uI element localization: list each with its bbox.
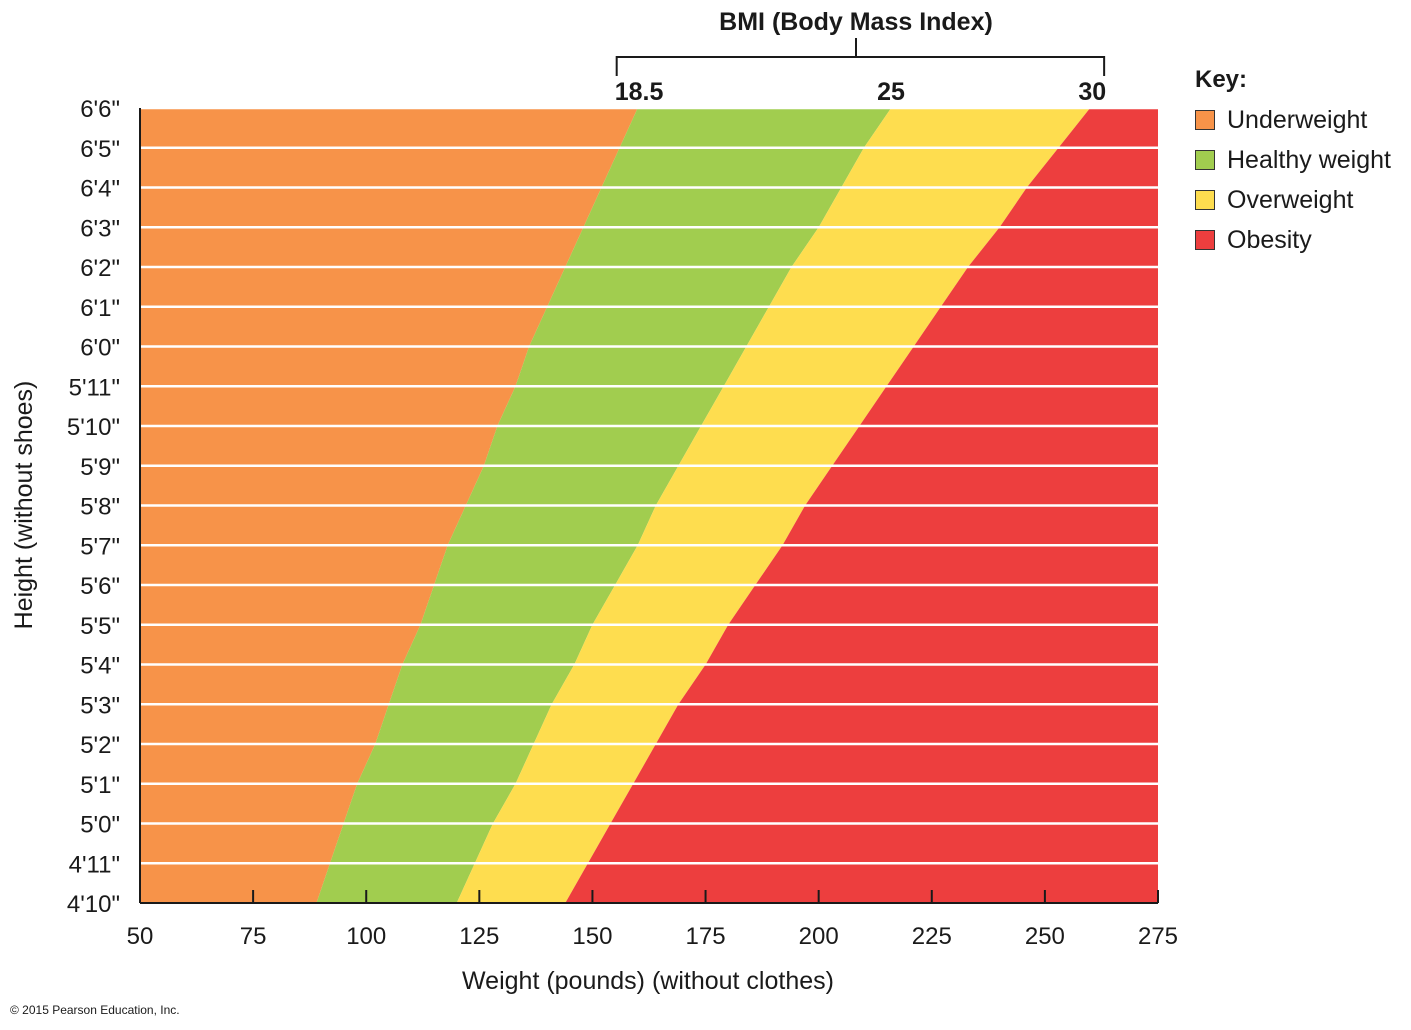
y-tick-label: 6'2" bbox=[80, 255, 120, 282]
y-tick-label: 5'5" bbox=[80, 613, 120, 640]
legend-swatch bbox=[1195, 190, 1215, 210]
copyright-notice: © 2015 Pearson Education, Inc. bbox=[10, 1003, 180, 1017]
bmi-threshold-label: 30 bbox=[1078, 78, 1106, 106]
y-tick-label: 6'1" bbox=[80, 295, 120, 322]
y-tick-label: 6'0" bbox=[80, 335, 120, 362]
y-tick-label: 5'9" bbox=[80, 454, 120, 481]
legend: Key: Underweight Healthy weight Overweig… bbox=[1195, 66, 1405, 260]
legend-title: Key: bbox=[1195, 66, 1248, 93]
x-tick-label: 275 bbox=[1138, 923, 1178, 950]
bmi-threshold-label: 18.5 bbox=[615, 78, 664, 106]
x-tick-label: 175 bbox=[686, 923, 726, 950]
y-tick-label: 5'7" bbox=[80, 533, 120, 560]
x-tick-label: 75 bbox=[240, 923, 267, 950]
x-tick-label: 150 bbox=[572, 923, 612, 950]
y-tick-label: 4'10" bbox=[67, 891, 120, 918]
y-tick-label: 5'11" bbox=[69, 374, 120, 401]
legend-item-obesity: Obesity bbox=[1195, 220, 1405, 260]
legend-item-healthy-weight: Healthy weight bbox=[1195, 140, 1405, 180]
x-tick-label: 250 bbox=[1025, 923, 1065, 950]
y-tick-label: 5'2" bbox=[80, 732, 120, 759]
y-tick-label: 6'5" bbox=[80, 136, 120, 163]
legend-swatch bbox=[1195, 150, 1215, 170]
y-tick-label: 6'4" bbox=[80, 176, 120, 203]
y-tick-label: 5'8" bbox=[80, 494, 120, 521]
legend-swatch bbox=[1195, 110, 1215, 130]
y-tick-label: 5'6" bbox=[80, 573, 120, 600]
legend-swatch bbox=[1195, 230, 1215, 250]
x-tick-label: 125 bbox=[459, 923, 499, 950]
y-axis-ticks: 4'10" 4'11" 5'0" 5'1" 5'2" 5'3" 5'4" 5'5" 5'6" 5'… bbox=[67, 96, 120, 918]
y-tick-label: 5'1" bbox=[80, 772, 120, 799]
y-tick-label: 6'3" bbox=[80, 215, 120, 242]
legend-item-underweight: Underweight bbox=[1195, 100, 1405, 140]
y-tick-label: 6'6" bbox=[80, 96, 120, 123]
y-axis-title: Height (without shoes) bbox=[10, 381, 38, 630]
height-gridlines bbox=[140, 106, 1158, 865]
y-tick-label: 5'10" bbox=[67, 414, 120, 441]
bmi-bracket-line bbox=[615, 56, 1106, 76]
x-tick-label: 100 bbox=[346, 923, 386, 950]
axes bbox=[139, 108, 1158, 904]
legend-label: Overweight bbox=[1227, 185, 1354, 214]
bmi-threshold-label: 25 bbox=[877, 78, 905, 106]
legend-label: Underweight bbox=[1227, 105, 1368, 134]
x-axis-ticks: 50 75 100 125 150 175 200 225 250 275 bbox=[127, 890, 1178, 950]
legend-label: Healthy weight bbox=[1227, 145, 1391, 174]
bmi-bracket: 18.5 25 30 bbox=[615, 38, 1106, 106]
y-tick-label: 5'3" bbox=[80, 692, 120, 719]
x-axis-title: Weight (pounds) (without clothes) bbox=[462, 967, 834, 995]
y-tick-label: 5'4" bbox=[80, 653, 120, 680]
x-tick-label: 225 bbox=[912, 923, 952, 950]
y-tick-label: 4'11" bbox=[69, 851, 120, 878]
chart-title: BMI (Body Mass Index) bbox=[719, 8, 993, 36]
x-tick-label: 50 bbox=[127, 923, 154, 950]
legend-label: Obesity bbox=[1227, 225, 1312, 254]
x-tick-label: 200 bbox=[799, 923, 839, 950]
legend-item-overweight: Overweight bbox=[1195, 180, 1405, 220]
y-tick-label: 5'0" bbox=[80, 812, 120, 839]
